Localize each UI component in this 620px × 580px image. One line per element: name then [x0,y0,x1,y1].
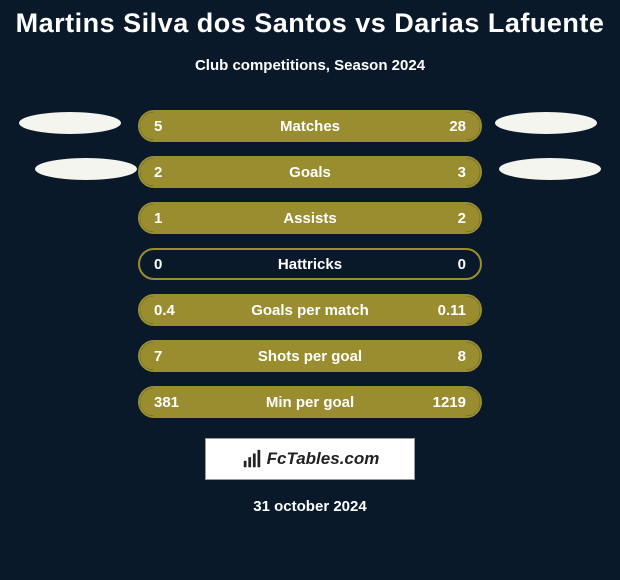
stat-rows: 5Matches282Goals31Assists20Hattricks00.4… [138,110,482,418]
stat-value-left: 5 [154,118,194,135]
right-badge-1 [495,112,597,134]
stat-value-right: 1219 [426,394,466,411]
page-title: Martins Silva dos Santos vs Darias Lafue… [16,8,605,39]
stat-label: Assists [194,210,426,227]
left-badge-2 [35,158,137,180]
stats-area: 5Matches282Goals31Assists20Hattricks00.4… [8,110,612,418]
stat-value-left: 7 [154,348,194,365]
stat-label: Min per goal [194,394,426,411]
stat-label: Goals [194,164,426,181]
stat-label: Goals per match [194,302,426,319]
right-badge-2 [499,158,601,180]
stat-value-left: 1 [154,210,194,227]
stat-value-right: 0.11 [426,302,466,319]
stat-row: 1Assists2 [138,202,482,234]
stat-row: 7Shots per goal8 [138,340,482,372]
stat-row: 381Min per goal1219 [138,386,482,418]
left-badge-1 [19,112,121,134]
left-player-badges [18,110,138,204]
chart-icon [241,448,263,470]
stat-row: 2Goals3 [138,156,482,188]
stat-label: Shots per goal [194,348,426,365]
stat-value-right: 3 [426,164,466,181]
subtitle: Club competitions, Season 2024 [195,57,425,74]
stat-value-right: 28 [426,118,466,135]
date-label: 31 october 2024 [253,498,366,515]
comparison-card: Martins Silva dos Santos vs Darias Lafue… [0,0,620,580]
right-player-badges [482,110,602,204]
stat-row: 0Hattricks0 [138,248,482,280]
stat-label: Matches [194,118,426,135]
logo-text: FcTables.com [267,449,380,469]
stat-row: 5Matches28 [138,110,482,142]
stat-value-right: 0 [426,256,466,273]
stat-value-left: 0.4 [154,302,194,319]
stat-value-right: 8 [426,348,466,365]
source-logo: FcTables.com [205,438,415,480]
stat-value-left: 2 [154,164,194,181]
stat-value-left: 0 [154,256,194,273]
stat-value-left: 381 [154,394,194,411]
stat-label: Hattricks [194,256,426,273]
stat-value-right: 2 [426,210,466,227]
stat-row: 0.4Goals per match0.11 [138,294,482,326]
